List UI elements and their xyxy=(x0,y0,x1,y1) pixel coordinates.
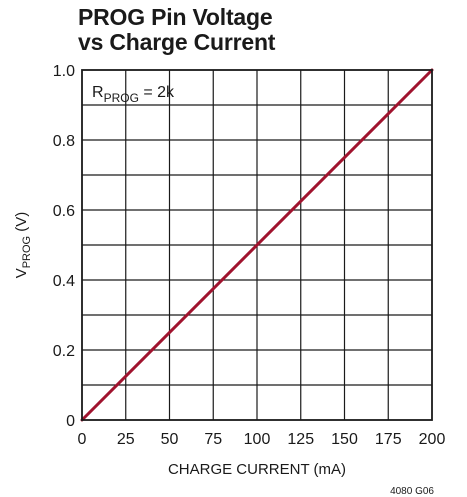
x-tick-label: 175 xyxy=(375,431,402,448)
annotation-suffix: = 2k xyxy=(139,84,175,101)
annotation-main: R xyxy=(92,84,104,101)
y-tick-label: 0.6 xyxy=(53,203,75,220)
y-tick-label: 1.0 xyxy=(53,63,75,80)
y-axis-title: VPROG (V) xyxy=(13,212,33,279)
chart-title: PROG Pin Voltage vs Charge Current xyxy=(78,5,275,55)
x-tick-label: 75 xyxy=(204,431,222,448)
y-axis-title-suffix: (V) xyxy=(13,212,30,236)
chart-title-line-1: PROG Pin Voltage xyxy=(78,4,273,30)
y-tick-label: 0.8 xyxy=(53,133,75,150)
plot-frame xyxy=(81,69,433,421)
y-axis-title-subscript: PROG xyxy=(21,236,33,268)
x-axis-title: CHARGE CURRENT (mA) xyxy=(168,461,346,478)
annotation-subscript: PROG xyxy=(104,91,139,105)
x-tick-label: 100 xyxy=(244,431,271,448)
y-tick-label: 0 xyxy=(66,413,75,430)
x-tick-label: 150 xyxy=(331,431,358,448)
series-group xyxy=(80,68,434,422)
x-tick-label: 25 xyxy=(117,431,135,448)
x-tick-label: 200 xyxy=(419,431,446,448)
y-tick-label: 0.2 xyxy=(53,343,75,360)
series-line xyxy=(80,68,434,422)
x-tick-label: 0 xyxy=(78,431,87,448)
rprog-annotation: RPROG = 2k xyxy=(92,84,175,105)
x-tick-label: 50 xyxy=(161,431,179,448)
figure-id: 4080 G06 xyxy=(390,486,434,497)
chart-title-line-2: vs Charge Current xyxy=(78,29,276,55)
y-tick-labels: 0 0.2 0.4 0.6 0.8 1.0 xyxy=(53,63,75,430)
y-axis-title-main: V xyxy=(13,268,30,278)
y-tick-label: 0.4 xyxy=(53,273,75,290)
x-tick-labels: 0 25 50 75 100 125 150 175 200 xyxy=(78,431,446,448)
x-tick-label: 125 xyxy=(287,431,314,448)
